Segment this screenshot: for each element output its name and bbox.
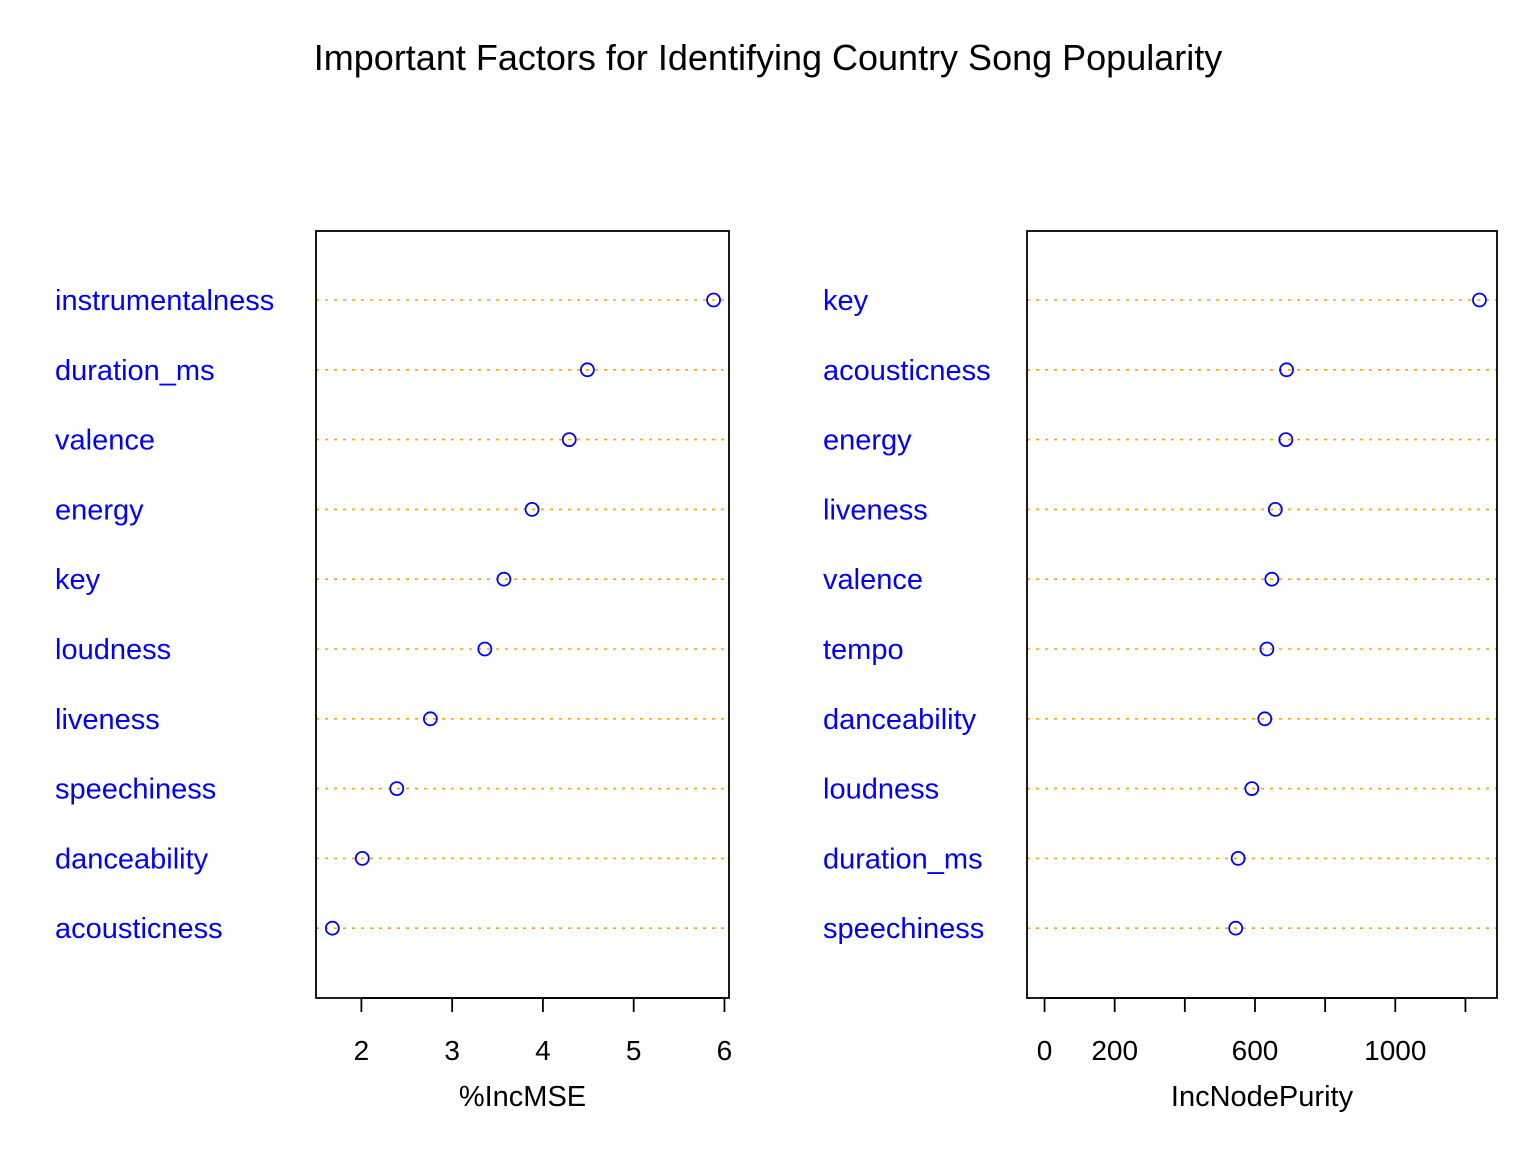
data-point [389, 781, 405, 796]
data-point [524, 501, 540, 517]
plot-frame [1026, 230, 1498, 999]
panel-2: key acousticness energy liveness valence temp… [823, 230, 1498, 1113]
x-tick-label: 2 [354, 1035, 370, 1066]
data-point [1264, 571, 1280, 587]
data-point [1278, 432, 1294, 448]
data-point [477, 641, 493, 657]
x-tick-label: 4 [535, 1035, 551, 1066]
data-point [580, 362, 595, 378]
variable-label: key [823, 285, 869, 317]
data-point [561, 432, 577, 448]
variable-label: acousticness [55, 913, 223, 945]
data-point [1472, 292, 1487, 308]
data-point [1259, 641, 1275, 657]
data-point [1244, 781, 1260, 796]
variable-label: energy [55, 494, 144, 526]
variable-label: valence [823, 564, 923, 596]
data-point [1279, 362, 1294, 378]
x-tick-label: 5 [626, 1035, 642, 1066]
data-point [1267, 501, 1283, 517]
x-tick-label: 1000 [1364, 1035, 1426, 1066]
data-point [1230, 851, 1246, 866]
data-point [354, 851, 370, 866]
chart-title: Important Factors for Identifying Countr… [314, 37, 1222, 78]
x-tick-label: 200 [1091, 1035, 1138, 1066]
panels: instrumentalnessduration_msvalenceenergy… [55, 230, 1498, 1113]
data-point [706, 292, 721, 308]
variable-label: loudness [823, 774, 939, 806]
variable-label: energy [823, 425, 912, 457]
data-point [324, 920, 340, 936]
data-point [422, 711, 438, 727]
data-point [1257, 711, 1273, 727]
variable-label: valence [55, 425, 155, 457]
x-axis-title: IncNodePurity [1171, 1081, 1354, 1113]
variable-label: liveness [55, 704, 160, 736]
data-point [496, 571, 512, 587]
variable-label: acousticness [823, 355, 991, 387]
variable-label: liveness [823, 494, 928, 526]
variable-label: key [55, 564, 101, 596]
variable-label: duration_ms [823, 843, 983, 875]
variable-label: danceability [55, 843, 209, 875]
variable-label: speechiness [823, 913, 984, 945]
variable-label: loudness [55, 634, 171, 666]
variable-label: duration_ms [55, 355, 215, 387]
x-tick-label: 0 [1037, 1035, 1053, 1066]
variable-label: instrumentalness [55, 285, 274, 317]
data-point [1228, 920, 1244, 936]
variable-label: danceability [823, 704, 977, 736]
plot-frame [315, 230, 730, 999]
variable-label: speechiness [55, 774, 216, 806]
variable-label: tempo [823, 634, 904, 666]
x-tick-label: 3 [444, 1035, 460, 1066]
x-tick-label: 6 [717, 1035, 733, 1066]
x-tick-label: 600 [1232, 1035, 1279, 1066]
x-axis-title: %IncMSE [459, 1081, 586, 1113]
